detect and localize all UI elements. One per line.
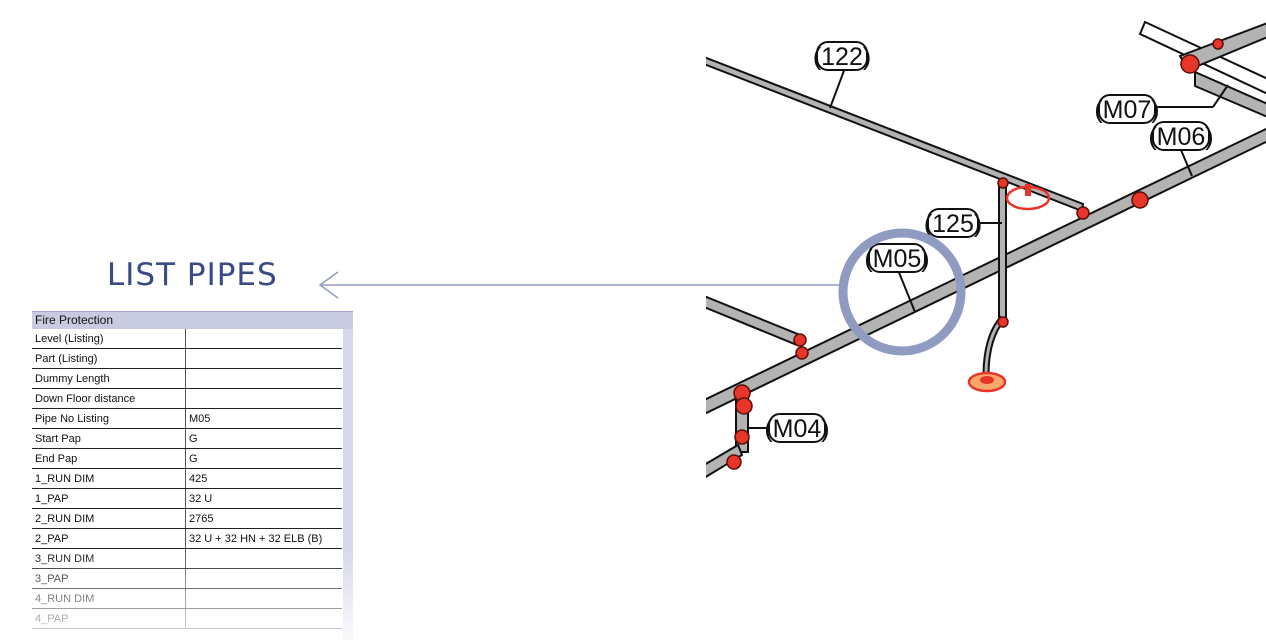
property-key: 1_RUN DIM [32,468,186,489]
property-key: Pipe No Listing [32,408,186,429]
pipe-125[interactable] [998,185,1007,319]
property-key: Down Floor distance [32,388,186,409]
property-key: 4_RUN DIM [32,588,186,609]
fittings [726,38,1224,470]
pipe-left-stub[interactable] [704,295,802,347]
property-key: 1_PAP [32,488,186,509]
property-row[interactable]: Start Pap G [32,428,342,449]
property-row[interactable]: 4_PAP [32,608,342,629]
property-row[interactable]: Part (Listing) [32,348,342,369]
highlight-circle [838,228,966,356]
property-key: 4_PAP [32,608,186,629]
property-key: Start Pap [32,428,186,449]
property-row[interactable]: 1_PAP 32 U [32,488,342,509]
property-value[interactable]: M05 [185,408,342,429]
property-key: Part (Listing) [32,348,186,369]
property-row[interactable]: Dummy Length [32,368,342,389]
property-row[interactable]: 2_PAP 32 U + 32 HN + 32 ELB (B) [32,528,342,549]
arrow-left-icon [318,271,845,299]
panel-title: Fire Protection [32,311,353,329]
property-value[interactable]: 32 U + 32 HN + 32 ELB (B) [185,528,342,549]
property-value[interactable]: G [185,428,342,449]
list-pipes-heading: LIST PIPES [107,257,278,293]
property-value[interactable] [185,329,342,349]
property-value[interactable] [185,388,342,409]
label-m05[interactable]: (M05) [864,245,929,273]
sprinkler-head-upper [1005,184,1051,211]
sprinkler-head-lower [967,371,1007,393]
property-value[interactable] [185,548,342,569]
property-row[interactable]: Pipe No Listing M05 [32,408,342,429]
property-value[interactable] [185,608,342,629]
property-value[interactable]: 2765 [185,508,342,529]
property-key: Level (Listing) [32,329,186,349]
property-row[interactable]: 4_RUN DIM [32,588,342,609]
property-value[interactable]: 32 U [185,488,342,509]
property-key: 2_RUN DIM [32,508,186,529]
property-key: 2_PAP [32,528,186,549]
property-value[interactable]: 425 [185,468,342,489]
property-row[interactable]: 3_PAP [32,568,342,589]
label-125[interactable]: (125) [924,210,982,238]
property-row[interactable]: Down Floor distance [32,388,342,409]
panel-scrollbar[interactable] [343,329,353,640]
label-m06[interactable]: (M06) [1148,123,1213,151]
property-table: Level (Listing) Part (Listing) Dummy Lengt… [32,329,342,629]
property-value[interactable]: G [185,448,342,469]
property-row[interactable]: 2_RUN DIM 2765 [32,508,342,529]
property-value[interactable] [185,588,342,609]
label-m04[interactable]: (M04) [764,415,829,443]
property-row[interactable]: 3_RUN DIM [32,548,342,569]
property-row[interactable]: End Pap G [32,448,342,469]
label-m07[interactable]: (M07) [1094,96,1159,124]
property-key: End Pap [32,448,186,469]
label-122[interactable]: (122) [813,43,871,71]
property-value[interactable] [185,348,342,369]
property-row[interactable]: Level (Listing) [32,329,342,349]
property-key: Dummy Length [32,368,186,389]
property-key: 3_RUN DIM [32,548,186,569]
property-key: 3_PAP [32,568,186,589]
property-panel: Fire Protection Level (Listing) Part (Lis… [32,311,353,640]
property-value[interactable] [185,368,342,389]
property-value[interactable] [185,568,342,589]
property-row[interactable]: 1_RUN DIM 425 [32,468,342,489]
